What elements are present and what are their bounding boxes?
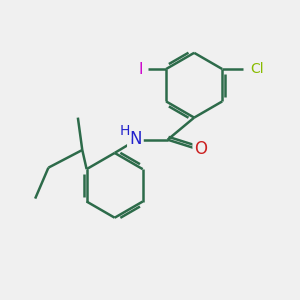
Text: O: O bbox=[194, 140, 207, 158]
Text: H: H bbox=[119, 124, 130, 138]
Text: Cl: Cl bbox=[250, 62, 264, 76]
Text: N: N bbox=[129, 130, 142, 148]
Text: I: I bbox=[139, 61, 143, 76]
